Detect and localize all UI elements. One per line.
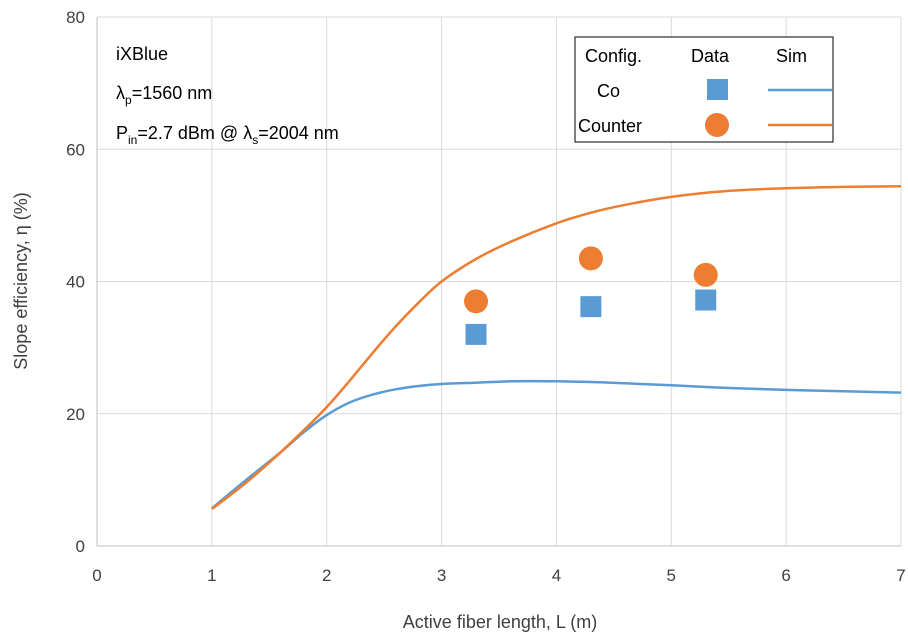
y-axis-ticks: 0 20 40 60 80 [66,8,85,556]
legend-header-sim: Sim [776,46,807,66]
y-tick-label: 20 [66,405,85,424]
legend-row-counter-label: Counter [578,116,642,136]
x-tick-label: 1 [207,566,216,585]
legend: Config. Data Sim Co Counter [574,36,834,143]
legend-counter-marker [705,113,729,137]
data-point-co [580,296,602,318]
pump-symbol: λ [116,83,125,103]
annotation-input-power: Pin=2.7 dBm @ λs=2004 nm [116,123,339,147]
y-tick-label: 80 [66,8,85,27]
x-axis-label: Active fiber length, L (m) [403,612,597,632]
pump-value: =1560 nm [132,83,213,103]
legend-row-co-label: Co [597,81,620,101]
y-tick-label: 40 [66,273,85,292]
annotation-pump-wavelength: λp=1560 nm [116,83,212,107]
x-tick-label: 4 [552,566,561,585]
pin-symbol: P [116,123,128,143]
sim-line-counter [211,185,902,510]
data-point-counter [578,246,603,271]
pin-value-a: =2.7 dBm @ [137,123,243,143]
y-axis-label: Slope efficiency, η (%) [11,192,31,369]
sim-curves [211,185,902,510]
annotation-block: iXBlue λp=1560 nm Pin=2.7 dBm @ λs=2004 … [116,44,339,147]
data-point-co [465,323,487,345]
signal-subscript: s [252,133,258,147]
x-axis-ticks: 0 1 2 3 4 5 6 7 [92,566,905,585]
data-point-co [695,289,717,311]
signal-symbol: λ [243,123,252,143]
legend-co-marker [707,79,728,100]
pin-value-b: =2004 nm [258,123,339,143]
data-points [464,246,718,345]
annotation-vendor: iXBlue [116,44,168,64]
pin-subscript: in [128,133,137,147]
x-tick-label: 6 [781,566,790,585]
y-tick-label: 60 [66,140,85,159]
data-point-counter [464,289,489,314]
x-tick-label: 5 [667,566,676,585]
pump-subscript: p [125,93,132,107]
legend-header-data: Data [691,46,730,66]
sim-line-co [211,379,902,510]
y-tick-label: 0 [76,537,85,556]
x-tick-label: 7 [896,566,905,585]
data-point-counter [693,262,718,287]
x-tick-label: 0 [92,566,101,585]
legend-header-config: Config. [585,46,642,66]
x-tick-label: 2 [322,566,331,585]
x-tick-label: 3 [437,566,446,585]
